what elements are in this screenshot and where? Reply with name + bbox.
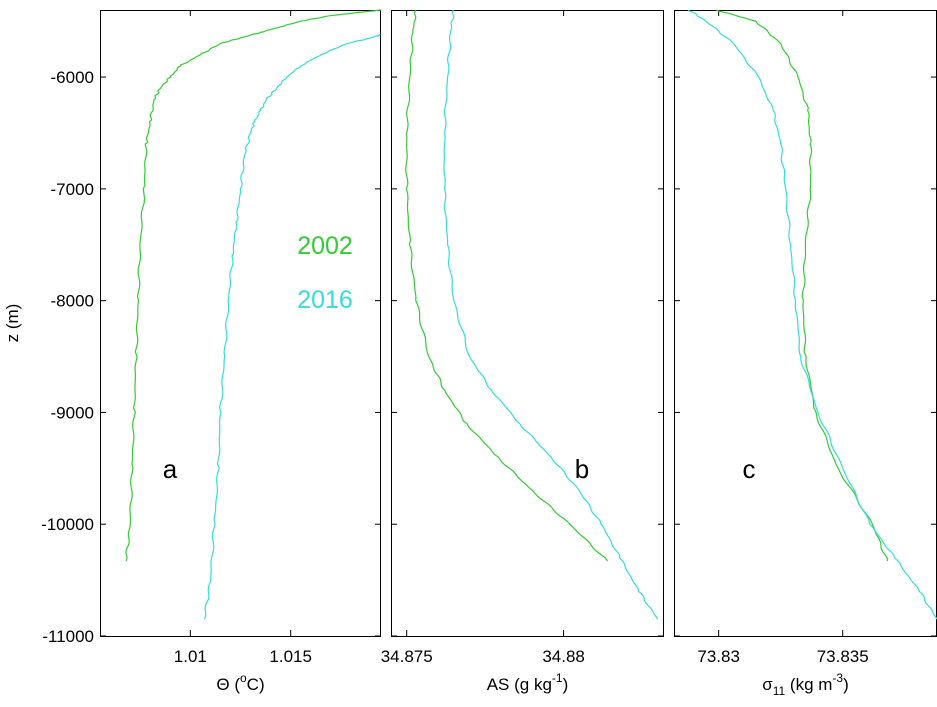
series-line-2016-a — [203, 34, 381, 620]
panel-letter: a — [163, 454, 178, 484]
x-tick-label: 34.88 — [542, 647, 585, 666]
panel-letter: b — [575, 454, 589, 484]
panel-b: 34.875 34.88 b AS (g kg-1) — [381, 9, 664, 694]
x-tick-label: 34.875 — [381, 647, 433, 666]
x-tick-label: 73.83 — [697, 647, 740, 666]
series-line-2002-b — [405, 9, 609, 562]
panel-frame — [100, 10, 381, 637]
y-tick-label: -10000 — [41, 515, 94, 534]
y-tick-label: -9000 — [51, 403, 94, 422]
series-line-2016-c — [687, 9, 937, 620]
panel-c: 73.83 73.835 c σ11 (kg m-3) — [674, 9, 937, 698]
x-axis-label: AS (g kg-1) — [487, 671, 569, 694]
legend-entry-2016: 2016 — [297, 286, 353, 314]
panel-letter: c — [743, 454, 756, 484]
panel-frame — [391, 10, 664, 637]
panel-a: 1.01 1.015 a Θ (oC) — [100, 9, 382, 694]
series-line-2002-a — [125, 9, 382, 562]
y-tick-label: -6000 — [51, 68, 94, 87]
y-tick-label: -7000 — [51, 180, 94, 199]
legend: 2002 2016 — [297, 232, 353, 314]
x-tick-label: 73.835 — [817, 647, 869, 666]
panel-frame — [674, 10, 937, 637]
series-line-2016-b — [443, 9, 659, 620]
x-tick-label: 1.015 — [269, 647, 312, 666]
x-tick-label: 1.01 — [174, 647, 207, 666]
x-axis-label: σ11 (kg m-3) — [762, 671, 849, 698]
y-tick-label: -8000 — [51, 292, 94, 311]
y-tick-label: -11000 — [42, 627, 94, 646]
series-line-2002-c — [715, 9, 888, 562]
x-axis-label: Θ (oC) — [216, 671, 264, 694]
y-axis-label: z (m) — [3, 304, 22, 343]
legend-entry-2002: 2002 — [297, 232, 353, 260]
